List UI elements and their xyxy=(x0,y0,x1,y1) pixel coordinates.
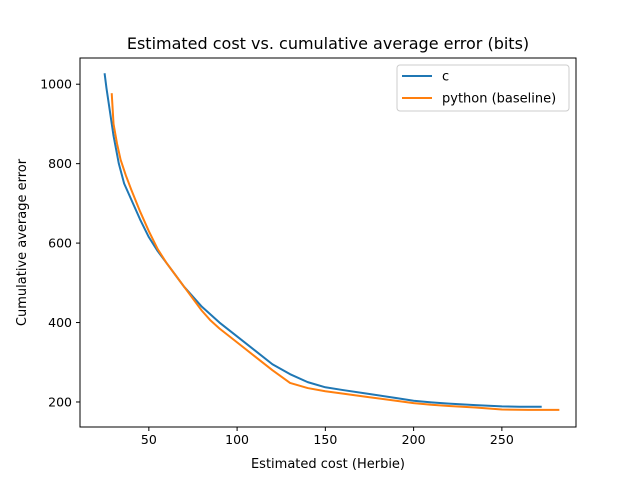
axes-frame xyxy=(79,57,577,428)
y-axis-ticks: 200 400 600 800 1000 xyxy=(40,77,80,409)
x-tick-label: 100 xyxy=(225,432,249,447)
series-layer xyxy=(103,73,560,411)
x-tick-label: 250 xyxy=(490,432,514,447)
x-axis-ticks: 50 100 150 200 250 xyxy=(141,427,514,447)
x-tick-label: 150 xyxy=(313,432,337,447)
y-tick-label: 400 xyxy=(48,315,72,330)
series-line-c xyxy=(103,73,542,408)
plot-area xyxy=(79,57,577,428)
x-tick-label: 50 xyxy=(141,432,157,447)
x-tick-label: 200 xyxy=(402,432,426,447)
y-tick-label: 600 xyxy=(48,236,72,251)
legend-box xyxy=(396,64,570,112)
x-axis-label: Estimated cost (Herbie) xyxy=(251,457,405,472)
y-tick-label: 1000 xyxy=(40,77,72,92)
y-tick-label: 800 xyxy=(48,156,72,171)
y-axis-label: Cumulative average error xyxy=(15,158,30,326)
legend: c python (baseline) xyxy=(396,64,570,112)
legend-label-python-baseline: python (baseline) xyxy=(442,92,556,107)
series-line-python-baseline xyxy=(110,93,560,411)
chart-title: Estimated cost vs. cumulative average er… xyxy=(127,34,529,53)
y-tick-label: 200 xyxy=(48,394,72,409)
legend-label-c: c xyxy=(442,70,449,85)
